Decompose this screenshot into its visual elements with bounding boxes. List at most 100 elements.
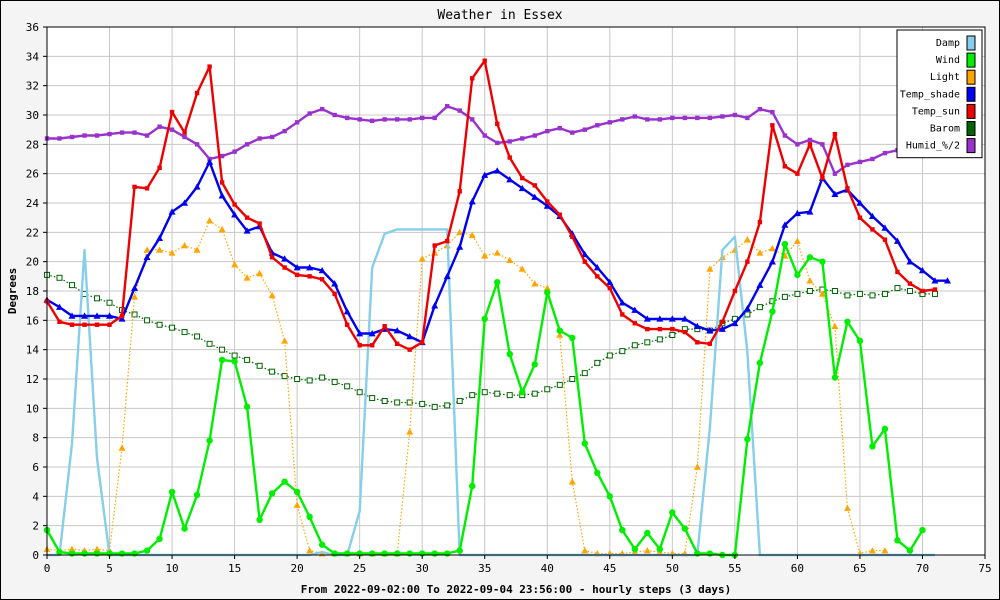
data-point (794, 271, 801, 279)
data-point (656, 545, 664, 553)
data-point (870, 227, 875, 232)
data-point (381, 398, 388, 404)
data-point (881, 290, 888, 297)
data-point (470, 76, 475, 81)
data-point (281, 255, 289, 262)
data-point (770, 123, 775, 128)
legend-label: Humid_%/2 (906, 141, 960, 152)
data-point (119, 313, 125, 319)
data-point (445, 238, 450, 244)
data-point (781, 240, 789, 248)
legend: Damp Wind Light Temp_shade Temp_sun Barom Humi… (896, 29, 983, 159)
data-point (169, 109, 175, 115)
data-point (106, 299, 113, 306)
data-point (819, 258, 826, 265)
chart-title: Weather in Essex (437, 8, 562, 23)
data-point (768, 258, 776, 265)
data-point (269, 134, 275, 140)
data-point (931, 277, 939, 284)
data-point (693, 463, 701, 470)
data-point (607, 120, 612, 125)
data-point (732, 288, 738, 294)
data-point (943, 277, 951, 284)
data-point (231, 261, 239, 268)
data-point (206, 217, 214, 224)
x-tick-label: 25 (353, 562, 366, 575)
data-point (118, 444, 126, 451)
data-point (831, 322, 839, 329)
data-point (793, 209, 801, 217)
data-point (318, 266, 326, 274)
data-point (670, 115, 675, 121)
data-point (469, 392, 476, 399)
data-point (318, 541, 326, 548)
data-point (206, 340, 213, 347)
y-tick-label: 14 (26, 344, 40, 357)
data-point (193, 246, 201, 253)
data-point (920, 288, 925, 294)
data-point (394, 341, 400, 346)
data-point (232, 202, 237, 207)
data-point (782, 164, 788, 169)
data-point (756, 281, 764, 288)
data-point (857, 159, 863, 165)
data-point (457, 189, 462, 194)
x-tick-label: 20 (291, 562, 304, 575)
data-point (82, 133, 87, 138)
data-point (557, 126, 562, 131)
data-point (745, 115, 750, 121)
data-point (919, 526, 926, 534)
data-point (632, 114, 638, 119)
data-point (706, 265, 714, 272)
data-point (856, 337, 864, 345)
data-point (632, 321, 638, 326)
data-point (794, 290, 801, 297)
data-point (156, 234, 164, 241)
data-point (131, 284, 139, 291)
data-point (906, 547, 914, 554)
data-point (706, 327, 714, 334)
data-point (319, 277, 325, 282)
x-axis-label: From 2022-09-02:00 To 2022-09-04 23:56:0… (301, 583, 731, 596)
data-point (231, 352, 238, 359)
data-point (181, 199, 189, 206)
data-point (406, 550, 413, 557)
data-point (131, 293, 139, 300)
data-point (793, 237, 801, 244)
data-point (581, 370, 588, 377)
data-point (143, 246, 151, 253)
data-point (631, 306, 639, 313)
data-point (745, 259, 750, 264)
data-point (932, 287, 938, 292)
data-point (795, 171, 800, 176)
data-point (420, 340, 425, 345)
data-point (94, 322, 100, 327)
x-tick-label: 30 (416, 562, 429, 575)
data-point (756, 304, 763, 311)
data-point (532, 133, 537, 138)
data-point (720, 319, 725, 324)
data-point (768, 244, 776, 252)
data-point (306, 377, 313, 384)
data-point (406, 332, 414, 340)
data-point (243, 403, 251, 411)
data-point (93, 312, 101, 319)
data-point (556, 381, 563, 388)
data-point (457, 108, 462, 113)
y-tick-label: 0 (32, 549, 39, 562)
data-point (556, 331, 564, 338)
data-point (407, 117, 412, 122)
data-point (169, 324, 176, 331)
data-point (431, 550, 438, 557)
data-point (144, 133, 150, 138)
data-point (707, 115, 713, 121)
data-point (582, 259, 587, 264)
data-point (831, 374, 839, 381)
data-point (907, 281, 913, 286)
data-point (406, 428, 414, 435)
data-point (219, 153, 225, 159)
series-line (46, 220, 885, 555)
data-point (844, 318, 851, 325)
data-point (256, 269, 264, 277)
